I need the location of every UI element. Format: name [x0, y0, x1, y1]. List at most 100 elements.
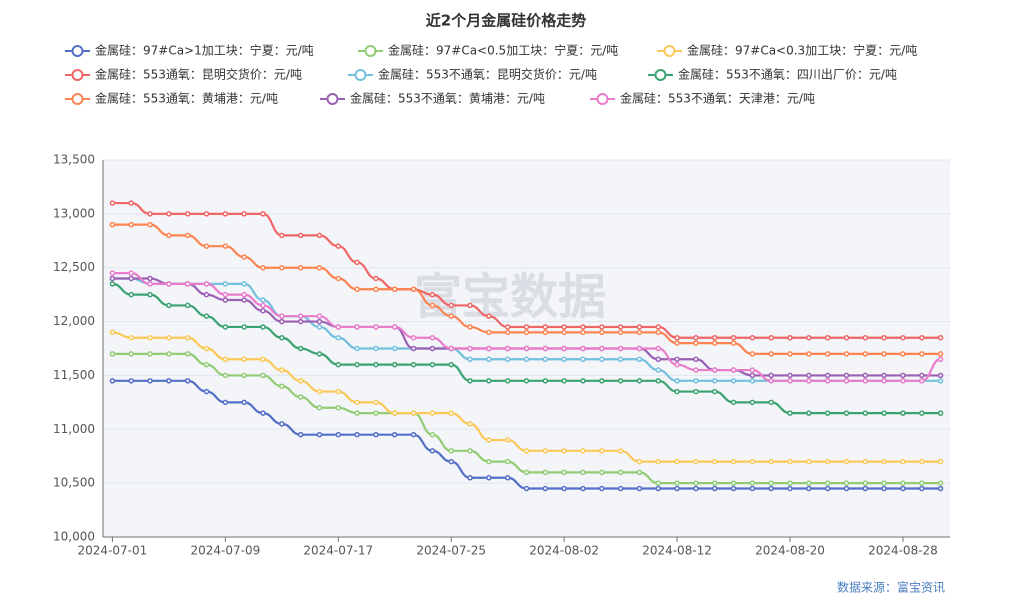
- data-point: [542, 345, 549, 352]
- legend-item: 金属硅：553通氧：黄埔港：元/吨: [65, 91, 278, 106]
- data-point: [147, 281, 153, 287]
- data-point: [373, 410, 379, 416]
- data-point: [373, 324, 379, 330]
- data-point: [316, 404, 323, 411]
- data-point: [203, 211, 210, 217]
- data-point: [467, 378, 473, 384]
- data-point: [391, 431, 398, 438]
- data-point: [806, 480, 812, 486]
- data-point: [561, 329, 567, 336]
- data-point: [711, 340, 718, 346]
- data-point: [617, 448, 624, 454]
- legend-item: 金属硅：553不通氧：四川出厂价：元/吨: [648, 67, 897, 82]
- data-point: [919, 378, 925, 384]
- data-point: [504, 329, 511, 336]
- data-point: [824, 485, 831, 492]
- data-point: [900, 485, 906, 492]
- data-point: [599, 329, 605, 336]
- data-point: [523, 356, 530, 363]
- data-point: [222, 291, 229, 298]
- data-point: [279, 232, 285, 239]
- data-point: [260, 410, 266, 416]
- y-tick-label: 10,000: [53, 530, 95, 544]
- data-point: [486, 437, 492, 443]
- data-point: [862, 410, 869, 416]
- data-point: [749, 334, 756, 341]
- data-point: [166, 302, 172, 309]
- data-point: [900, 351, 906, 357]
- data-point: [674, 340, 680, 346]
- data-point: [354, 399, 360, 406]
- data-point: [937, 485, 944, 492]
- data-point: [109, 378, 116, 384]
- data-point: [354, 345, 360, 352]
- data-point: [184, 232, 191, 239]
- data-point: [749, 351, 756, 357]
- data-point: [655, 378, 662, 384]
- data-point: [109, 221, 116, 228]
- data-point: [843, 334, 850, 341]
- data-point: [184, 378, 191, 384]
- y-tick-label: 13,000: [53, 206, 95, 220]
- data-point: [824, 480, 831, 486]
- data-point: [937, 356, 944, 363]
- data-point: [787, 485, 793, 492]
- legend-swatch-marker: [663, 45, 676, 57]
- data-point: [824, 334, 831, 341]
- data-point: [429, 291, 436, 298]
- data-point: [900, 372, 906, 379]
- legend-item: 金属硅：97#Ca>1加工块：宁夏：元/吨: [65, 43, 314, 58]
- data-point: [824, 372, 831, 379]
- data-point: [109, 351, 116, 357]
- data-point: [316, 324, 323, 330]
- legend-swatch-marker: [364, 45, 377, 57]
- x-tick-label: 2024-08-28: [868, 544, 938, 558]
- legend-label: 金属硅：553不通氧：天津港：元/吨: [620, 91, 815, 106]
- data-point: [636, 356, 643, 363]
- data-point: [561, 345, 567, 352]
- data-point: [937, 378, 944, 384]
- data-point: [693, 378, 699, 384]
- data-point: [881, 458, 887, 465]
- data-point: [467, 421, 473, 427]
- data-point: [335, 431, 342, 438]
- data-point: [354, 361, 360, 368]
- data-point: [429, 410, 436, 416]
- data-point: [147, 334, 153, 341]
- data-point: [655, 458, 662, 465]
- data-point: [580, 469, 586, 476]
- data-point: [166, 232, 172, 239]
- data-point: [448, 345, 454, 352]
- data-point: [504, 437, 511, 443]
- data-point: [730, 458, 737, 465]
- data-point: [316, 431, 323, 438]
- data-point: [900, 458, 906, 465]
- data-point: [486, 378, 492, 384]
- data-point: [504, 324, 511, 330]
- x-tick-label: 2024-08-20: [755, 544, 825, 558]
- data-point: [109, 329, 116, 336]
- data-point: [617, 324, 624, 330]
- data-point: [806, 378, 812, 384]
- data-point: [787, 410, 793, 416]
- data-point: [542, 324, 549, 330]
- data-point: [109, 270, 116, 276]
- data-point: [711, 388, 718, 395]
- data-point: [937, 334, 944, 341]
- data-point: [617, 378, 624, 384]
- data-point: [109, 275, 116, 282]
- data-point: [655, 324, 662, 330]
- data-point: [429, 361, 436, 368]
- data-point: [354, 324, 360, 330]
- data-point: [467, 356, 473, 363]
- legend-label: 金属硅：553不通氧：昆明交货价：元/吨: [378, 67, 597, 82]
- legend-swatch-marker: [654, 69, 667, 81]
- data-point: [279, 367, 285, 373]
- data-point: [448, 458, 454, 465]
- data-point: [542, 378, 549, 384]
- data-point: [674, 480, 680, 486]
- y-tick-label: 10,500: [53, 476, 95, 490]
- data-point: [279, 421, 285, 427]
- data-point: [448, 448, 454, 454]
